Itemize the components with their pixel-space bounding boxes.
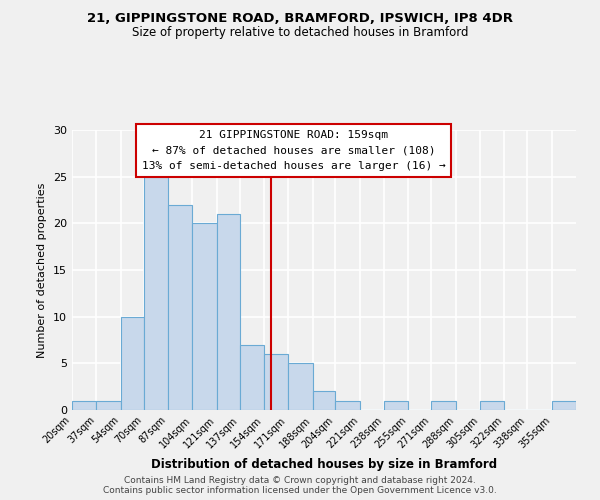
Bar <box>121 316 143 410</box>
Bar <box>143 176 168 410</box>
Bar <box>97 400 121 410</box>
Text: 21, GIPPINGSTONE ROAD, BRAMFORD, IPSWICH, IP8 4DR: 21, GIPPINGSTONE ROAD, BRAMFORD, IPSWICH… <box>87 12 513 26</box>
Bar <box>168 204 192 410</box>
Bar <box>431 400 456 410</box>
Text: Size of property relative to detached houses in Bramford: Size of property relative to detached ho… <box>132 26 468 39</box>
Bar <box>384 400 409 410</box>
Text: 21 GIPPINGSTONE ROAD: 159sqm
← 87% of detached houses are smaller (108)
13% of s: 21 GIPPINGSTONE ROAD: 159sqm ← 87% of de… <box>142 130 446 171</box>
Bar <box>335 400 360 410</box>
Bar <box>72 400 97 410</box>
Bar <box>192 224 217 410</box>
X-axis label: Distribution of detached houses by size in Bramford: Distribution of detached houses by size … <box>151 458 497 471</box>
Bar <box>551 400 576 410</box>
Text: Contains HM Land Registry data © Crown copyright and database right 2024.: Contains HM Land Registry data © Crown c… <box>124 476 476 485</box>
Text: Contains public sector information licensed under the Open Government Licence v3: Contains public sector information licen… <box>103 486 497 495</box>
Y-axis label: Number of detached properties: Number of detached properties <box>37 182 47 358</box>
Bar <box>264 354 288 410</box>
Bar <box>480 400 505 410</box>
Bar <box>288 364 313 410</box>
Bar <box>239 344 264 410</box>
Bar <box>313 392 335 410</box>
Bar <box>217 214 239 410</box>
